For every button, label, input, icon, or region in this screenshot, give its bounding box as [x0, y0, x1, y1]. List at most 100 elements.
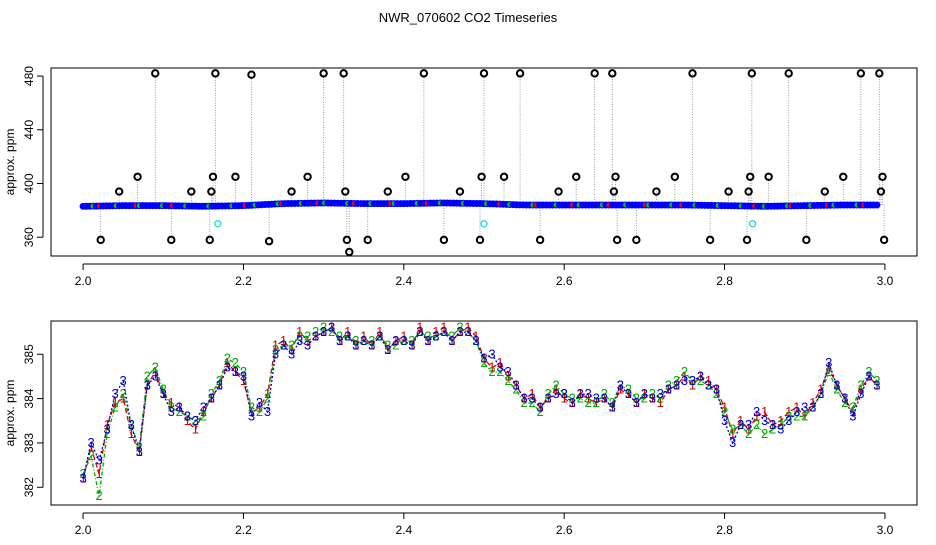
series-marker: 3 [793, 404, 800, 419]
series-marker: 3 [216, 377, 223, 392]
spike-point [875, 69, 884, 78]
data-point [873, 201, 881, 209]
series-marker: 3 [136, 444, 143, 459]
series-marker: 2 [769, 422, 776, 437]
series-marker: 2 [312, 324, 319, 339]
series-marker: 2 [617, 377, 624, 392]
series-marker: 2 [865, 364, 872, 379]
spike-point [608, 69, 617, 78]
x-tick-label: 2.8 [716, 523, 733, 537]
series-marker: 2 [504, 373, 511, 388]
series-marker: 1 [649, 391, 656, 406]
series-marker: 3 [496, 360, 503, 375]
series-marker: 3 [665, 382, 672, 397]
series-marker: 3 [569, 395, 576, 410]
spike-point [590, 69, 599, 78]
series-marker: 1 [128, 426, 135, 441]
series-marker: 3 [112, 386, 119, 401]
series-marker: 3 [176, 399, 183, 414]
series-marker: 3 [681, 373, 688, 388]
series-marker: 1 [833, 377, 840, 392]
series-marker: 1 [176, 399, 183, 414]
series-marker: 2 [480, 355, 487, 370]
series-marker: 3 [336, 333, 343, 348]
series-marker: 1 [737, 413, 744, 428]
spike-point [207, 187, 216, 196]
series-marker: 3 [593, 391, 600, 406]
series-marker: 2 [512, 382, 519, 397]
series-marker: 2 [777, 417, 784, 432]
series-marker: 3 [841, 391, 848, 406]
series-marker: 2 [745, 426, 752, 441]
spike-point [345, 247, 354, 257]
series-marker: 3 [649, 391, 656, 406]
series-marker: 1 [328, 320, 335, 335]
spike-point [401, 172, 410, 181]
x-tick-label: 3.0 [877, 523, 894, 537]
spike-point [724, 187, 733, 196]
series-marker: 2 [657, 391, 664, 406]
series-marker: 3 [472, 333, 479, 348]
series-marker: 2 [152, 360, 159, 375]
series-marker: 1 [657, 395, 664, 410]
spike-point [167, 235, 176, 245]
spike-point [383, 187, 392, 196]
series-marker: 1 [849, 404, 856, 419]
series-marker: 1 [432, 324, 439, 339]
spike-point [455, 187, 465, 196]
series-marker: 1 [240, 373, 247, 388]
series-marker: 2 [545, 386, 552, 401]
series-marker: 2 [352, 333, 359, 348]
series-marker: 2 [272, 342, 279, 357]
series-marker: 2 [601, 386, 608, 401]
series-marker: 1 [817, 382, 824, 397]
series-line [82, 326, 878, 479]
spike-point [612, 235, 622, 245]
series-marker: 2 [825, 364, 832, 379]
series-marker: 3 [120, 373, 127, 388]
series-marker: 1 [152, 364, 159, 379]
series-marker: 3 [320, 324, 327, 339]
series-marker: 3 [713, 382, 720, 397]
cyan-point [480, 220, 488, 228]
spike-point [264, 237, 274, 246]
series-marker: 3 [87, 435, 94, 450]
series-marker: 1 [617, 382, 624, 397]
series-marker: 1 [488, 360, 495, 375]
series-marker: 1 [224, 355, 231, 370]
series-marker: 3 [288, 346, 295, 361]
series-marker: 3 [160, 386, 167, 401]
spike-point [705, 235, 715, 245]
series-marker: 3 [785, 413, 792, 428]
series-marker: 1 [248, 404, 255, 419]
x-tick-label: 2.0 [75, 523, 92, 537]
series-marker: 1 [857, 382, 864, 397]
series-marker: 3 [561, 386, 568, 401]
series-marker: 2 [520, 395, 527, 410]
series-marker: 2 [320, 320, 327, 335]
series-marker: 2 [112, 399, 119, 414]
series-marker: 2 [681, 364, 688, 379]
spike-point [688, 69, 697, 78]
series-marker: 1 [200, 404, 207, 419]
series-marker: 2 [424, 329, 431, 344]
series-marker: 3 [208, 391, 215, 406]
spike-point [878, 172, 887, 181]
series-marker: 3 [833, 377, 840, 392]
series-marker: 3 [657, 386, 664, 401]
series-marker: 3 [488, 346, 495, 361]
series-marker: 2 [537, 404, 544, 419]
series-marker: 3 [400, 333, 407, 348]
y-axis-label: approx. ppm [3, 129, 17, 196]
spike-point [802, 235, 811, 245]
series-marker: 2 [785, 408, 792, 423]
series-marker: 1 [553, 382, 560, 397]
series-marker: 2 [296, 329, 303, 344]
series-marker: 3 [464, 324, 471, 339]
series-marker: 2 [120, 386, 127, 401]
y-tick-label: 440 [22, 119, 36, 139]
series-marker: 3 [737, 417, 744, 432]
spike-point [879, 235, 889, 245]
series-marker: 1 [601, 391, 608, 406]
